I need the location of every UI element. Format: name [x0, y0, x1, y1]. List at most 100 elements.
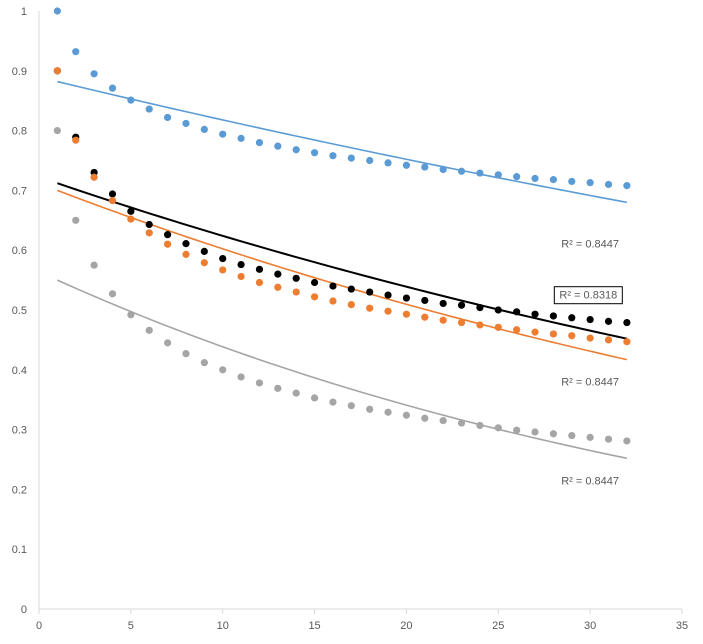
data-point-series-4: [90, 261, 98, 269]
data-point-series-4: [310, 394, 319, 402]
data-point-series-3: [164, 240, 172, 248]
data-point-series-4: [568, 431, 576, 440]
data-point-series-3: [292, 288, 300, 296]
r2-label-box: [553, 286, 623, 305]
data-point-series-4: [145, 326, 153, 334]
data-point-series-4: [329, 398, 337, 406]
data-point-series-2: [366, 288, 374, 296]
data-point-series-2: [531, 310, 539, 318]
x-tick-label: 10: [217, 620, 229, 632]
data-point-series-2: [219, 254, 227, 263]
data-point-series-1: [310, 149, 319, 157]
x-tick-label: 20: [400, 620, 412, 632]
data-point-series-3: [72, 136, 80, 144]
data-point-series-1: [457, 167, 466, 175]
y-tick-label: 0.6: [12, 245, 27, 257]
data-point-series-4: [439, 417, 447, 425]
data-point-series-2: [604, 317, 613, 325]
y-tick-label: 0.9: [12, 66, 27, 78]
data-point-series-2: [237, 260, 245, 269]
data-point-series-3: [586, 334, 594, 342]
data-point-series-1: [182, 119, 190, 128]
data-point-series-1: [145, 105, 153, 113]
data-point-series-3: [108, 196, 117, 205]
data-point-series-4: [604, 435, 613, 443]
r2-label-series-2: R² = 0.8318: [559, 290, 617, 302]
data-point-series-4: [366, 405, 374, 413]
data-point-series-4: [421, 414, 429, 422]
trendline-series-4: [57, 279, 628, 460]
data-point-series-2: [402, 294, 411, 302]
chart-axes: 00.10.20.30.40.50.60.70.80.910 5 10 15 20 25 3…: [12, 6, 688, 632]
r2-label-series-1: R² = 0.8447: [561, 238, 619, 250]
data-point-series-2: [457, 301, 466, 309]
x-tick-label: 25: [492, 620, 504, 632]
data-point-series-1: [329, 152, 337, 160]
data-point-series-3: [476, 321, 484, 329]
data-point-series-3: [127, 215, 135, 223]
data-point-series-1: [623, 182, 631, 190]
data-point-series-1: [586, 179, 594, 187]
data-point-series-2: [568, 314, 576, 322]
data-point-series-2: [549, 312, 558, 320]
data-point-series-2: [292, 274, 300, 282]
data-point-series-3: [90, 173, 98, 181]
data-point-series-1: [494, 171, 502, 179]
data-point-series-3: [200, 259, 208, 267]
y-tick-label: 0: [21, 604, 27, 616]
data-point-series-2: [164, 231, 172, 239]
data-point-series-4: [347, 402, 355, 410]
data-point-series-3: [219, 266, 227, 274]
y-tick-label: 1: [21, 6, 27, 18]
data-point-series-4: [164, 339, 172, 347]
data-point-series-4: [457, 419, 466, 427]
data-point-series-3: [604, 336, 613, 344]
data-point-series-2: [182, 240, 190, 248]
data-point-series-1: [384, 159, 392, 167]
trendline-series-2: [57, 182, 628, 340]
data-point-series-4: [513, 426, 521, 434]
data-point-series-4: [200, 359, 208, 367]
data-points: [53, 7, 631, 445]
data-point-series-3: [329, 297, 337, 305]
data-point-series-1: [604, 180, 613, 189]
data-point-series-1: [255, 138, 264, 147]
data-point-series-4: [53, 127, 61, 135]
data-point-series-4: [384, 408, 392, 416]
data-point-series-4: [237, 373, 245, 381]
data-point-series-2: [476, 304, 484, 312]
data-point-series-4: [549, 430, 558, 438]
data-point-series-3: [402, 310, 411, 318]
data-point-series-1: [292, 146, 300, 154]
trendlines: [57, 80, 628, 460]
data-point-series-2: [421, 296, 429, 305]
data-point-series-1: [90, 70, 98, 78]
data-point-series-4: [586, 433, 594, 441]
x-tick-label: 15: [308, 620, 320, 632]
y-tick-label: 0.4: [12, 365, 27, 377]
data-point-series-2: [329, 282, 337, 290]
data-point-series-2: [347, 285, 355, 293]
data-point-series-1: [200, 125, 208, 134]
data-point-series-4: [623, 437, 631, 445]
data-point-series-4: [476, 421, 484, 430]
data-point-series-1: [439, 165, 447, 174]
data-point-series-3: [310, 293, 319, 301]
x-tick-label: 35: [676, 620, 688, 632]
data-point-series-3: [53, 67, 61, 75]
data-point-series-4: [402, 411, 411, 419]
y-tick-label: 0.8: [12, 126, 27, 138]
data-point-series-1: [53, 7, 61, 15]
data-point-series-1: [347, 154, 355, 162]
data-point-series-2: [145, 220, 153, 229]
data-point-series-3: [347, 301, 355, 309]
data-point-series-2: [623, 318, 631, 327]
data-point-series-2: [310, 278, 319, 287]
data-point-series-1: [127, 96, 135, 104]
data-point-series-1: [237, 134, 245, 142]
data-point-series-2: [127, 207, 135, 215]
data-point-series-2: [494, 306, 502, 314]
data-point-series-4: [219, 366, 227, 374]
data-point-series-4: [494, 424, 502, 432]
data-point-series-3: [274, 283, 282, 291]
